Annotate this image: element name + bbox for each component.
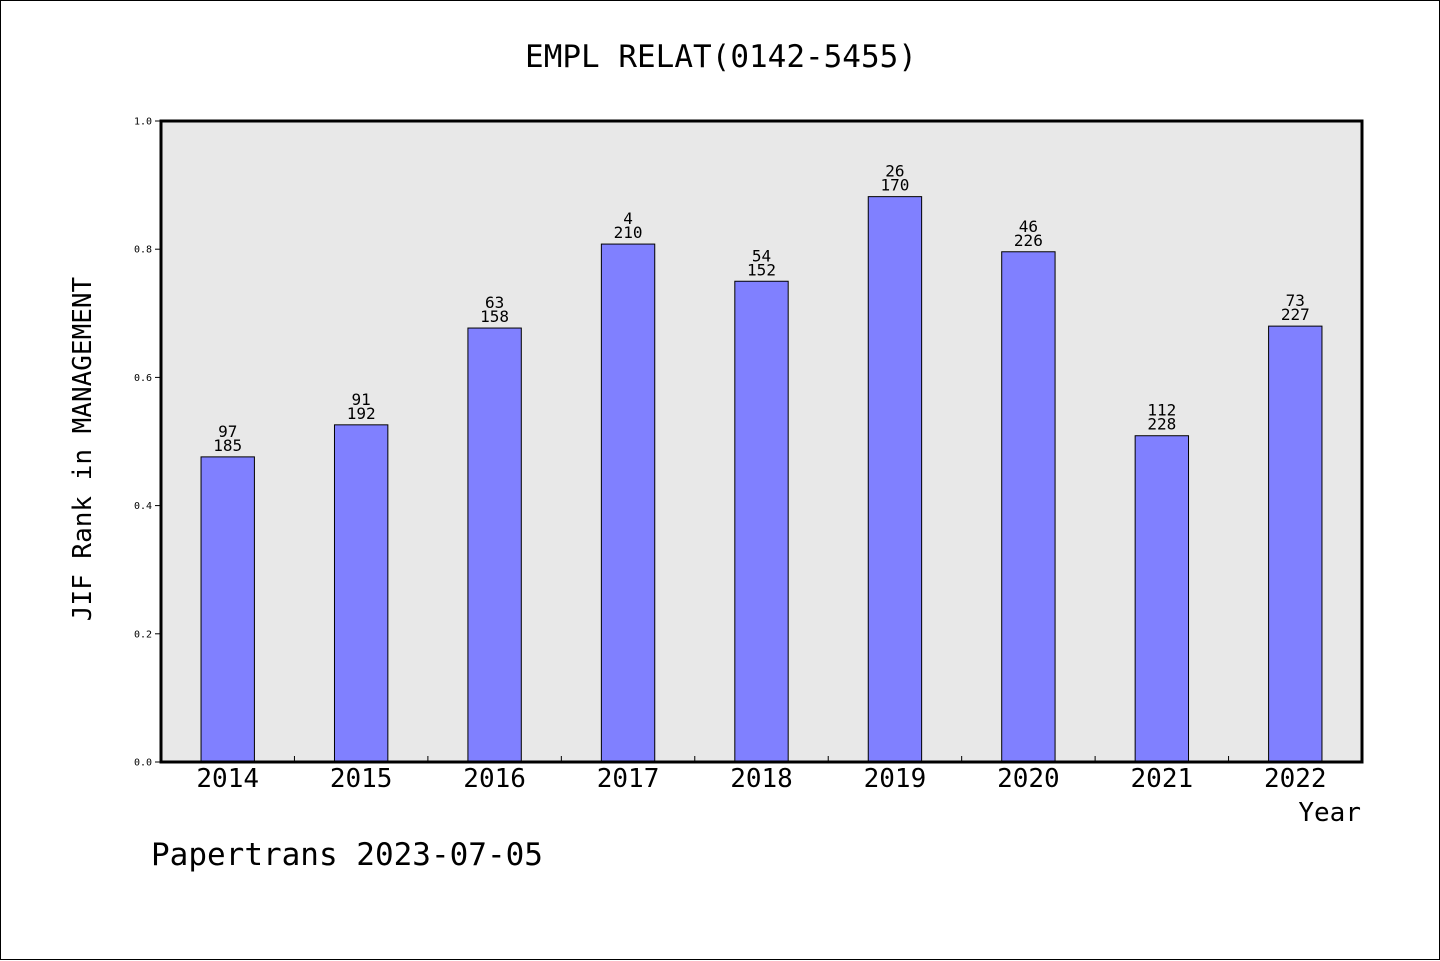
bar-rank-label: 112: [1147, 401, 1176, 420]
bar-2014: [200, 456, 255, 763]
bar-total-label: 226: [1014, 231, 1043, 250]
bar-rank-label: 97: [218, 422, 237, 441]
bar-rank-label: 73: [1286, 291, 1305, 310]
bar-rank-label: 4: [623, 209, 633, 228]
bar-2019: [867, 196, 923, 763]
bar-2018: [734, 280, 789, 763]
bar-2016: [467, 327, 522, 763]
x-axis: 2014 2015 2016 2017 2018 2019 2020 2021 2022: [196, 756, 1327, 794]
y-tick-label: 0.6: [134, 373, 152, 384]
bar-rank-label: 54: [752, 246, 771, 265]
y-tick-label: 1.0: [134, 117, 152, 128]
plot-border: [159, 119, 1364, 764]
bar-2020: [1001, 251, 1056, 763]
x-axis-label: Year: [1298, 798, 1361, 828]
x-tick-label: 2016: [463, 764, 526, 794]
x-tick-label: 2014: [196, 764, 259, 794]
y-tick-label: 0.4: [134, 501, 152, 512]
bar-total-label: 227: [1281, 305, 1310, 324]
bar-2017: [600, 243, 656, 763]
bar-2015: [333, 424, 389, 763]
bar-total-label: 210: [614, 223, 643, 242]
bar-total-label: 152: [747, 260, 776, 279]
bar-total-label: 158: [480, 307, 509, 326]
y-axis-label: JIF Rank in MANAGEMENT: [68, 276, 98, 621]
bar-total-label: 170: [880, 176, 909, 195]
bar-total-label: 192: [347, 404, 376, 423]
bar-total-label: 185: [213, 436, 242, 455]
bar-2022: [1268, 325, 1323, 763]
bar-rank-label: 63: [485, 293, 504, 312]
x-tick-label: 2015: [330, 764, 393, 794]
bar-rank-label: 91: [352, 390, 371, 409]
y-axis: 0.0 0.2 0.4 0.6 0.8 1.0: [134, 117, 161, 769]
y-tick-label: 0.8: [134, 245, 152, 256]
chart-title: EMPL RELAT(0142-5455): [525, 39, 917, 75]
x-tick-label: 2019: [864, 764, 927, 794]
footer-text: Papertrans 2023-07-05: [151, 837, 543, 873]
y-tick-label: 0.0: [134, 758, 152, 769]
x-tick-label: 2017: [597, 764, 660, 794]
y-tick-label: 0.2: [134, 629, 152, 640]
x-tick-label: 2020: [997, 764, 1060, 794]
bar-2021: [1134, 435, 1190, 763]
x-tick-label: 2021: [1131, 764, 1194, 794]
bar-rank-label: 26: [885, 162, 904, 181]
x-tick-label: 2018: [730, 764, 793, 794]
bar-rank-label: 46: [1019, 217, 1038, 236]
bar-total-label: 228: [1147, 415, 1176, 434]
x-tick-label: 2022: [1264, 764, 1327, 794]
